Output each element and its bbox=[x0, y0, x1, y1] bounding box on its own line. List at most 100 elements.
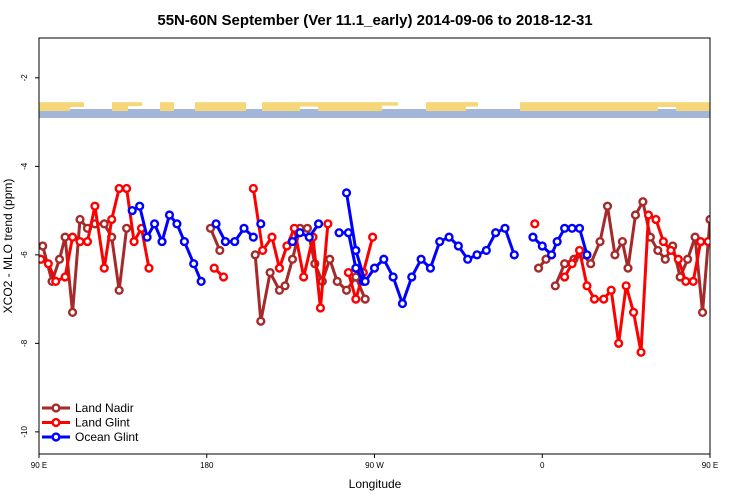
data-point bbox=[304, 232, 314, 242]
land-region bbox=[70, 102, 84, 108]
data-point bbox=[75, 236, 85, 247]
data-point bbox=[614, 338, 624, 348]
data-point bbox=[129, 236, 139, 247]
data-point bbox=[75, 214, 85, 225]
data-point bbox=[567, 223, 577, 233]
data-point bbox=[725, 220, 732, 227]
data-point bbox=[256, 219, 266, 229]
data-point bbox=[60, 232, 70, 242]
data-point bbox=[688, 276, 698, 287]
data-point bbox=[67, 232, 78, 242]
data-point bbox=[172, 219, 182, 229]
series-land-glint bbox=[39, 183, 742, 357]
data-point bbox=[435, 236, 445, 247]
data-point bbox=[582, 281, 592, 291]
data-point bbox=[744, 234, 750, 241]
series-line bbox=[251, 188, 330, 310]
data-point bbox=[638, 197, 648, 207]
data-point bbox=[735, 207, 742, 214]
data-point bbox=[325, 254, 335, 264]
data-point bbox=[712, 238, 719, 245]
series-line bbox=[131, 204, 203, 282]
land-region bbox=[128, 102, 142, 107]
y-axis: -2 -4 -6 -8 -10 bbox=[20, 74, 39, 438]
series-line bbox=[291, 223, 320, 243]
data-point bbox=[617, 236, 627, 247]
data-point bbox=[636, 347, 646, 357]
data-point bbox=[589, 294, 600, 304]
data-point bbox=[481, 245, 491, 256]
data-point bbox=[315, 303, 326, 313]
land-region bbox=[658, 102, 676, 108]
data-point bbox=[463, 254, 473, 264]
data-point bbox=[586, 259, 596, 269]
data-point bbox=[541, 254, 551, 264]
land-region bbox=[262, 102, 300, 112]
data-point bbox=[658, 236, 669, 247]
land-region bbox=[318, 102, 382, 112]
data-point bbox=[60, 272, 70, 282]
data-point bbox=[599, 294, 609, 304]
data-point bbox=[681, 276, 691, 287]
data-point bbox=[343, 267, 354, 278]
data-point bbox=[653, 245, 663, 256]
data-point bbox=[332, 276, 342, 287]
series-line bbox=[738, 206, 750, 264]
land-region bbox=[160, 102, 174, 112]
data-point bbox=[360, 276, 370, 287]
y-tick-label: -4 bbox=[20, 162, 29, 170]
series-ocean-glint bbox=[127, 188, 750, 309]
data-point bbox=[274, 285, 285, 295]
data-point bbox=[218, 272, 229, 282]
data-point bbox=[289, 223, 299, 233]
data-point bbox=[444, 232, 454, 242]
data-point bbox=[500, 223, 510, 233]
data-point bbox=[51, 276, 61, 287]
data-point bbox=[351, 294, 361, 304]
data-point bbox=[114, 285, 124, 295]
plot-frame bbox=[38, 37, 711, 455]
data-point bbox=[425, 263, 436, 273]
data-point bbox=[360, 294, 370, 304]
data-point bbox=[114, 183, 124, 194]
data-point bbox=[369, 263, 380, 273]
data-point bbox=[533, 263, 544, 273]
data-point bbox=[287, 236, 298, 247]
data-point bbox=[248, 232, 258, 242]
data-point bbox=[574, 223, 585, 233]
y-tick-label: -10 bbox=[20, 426, 29, 438]
data-point bbox=[491, 228, 501, 238]
data-point bbox=[256, 316, 266, 326]
x-tick-label: 90 W bbox=[365, 461, 384, 470]
data-point bbox=[149, 219, 160, 229]
land-mask bbox=[39, 102, 710, 112]
data-point bbox=[313, 219, 324, 229]
series-layer bbox=[39, 183, 750, 357]
data-point bbox=[295, 228, 305, 238]
data-point bbox=[628, 307, 639, 317]
x-tick-label: 90 E bbox=[31, 461, 47, 470]
y-tick-label: -6 bbox=[20, 251, 29, 259]
data-point bbox=[250, 250, 260, 260]
data-point bbox=[735, 225, 742, 232]
data-point bbox=[135, 201, 145, 211]
data-point bbox=[388, 272, 398, 282]
data-point bbox=[99, 263, 109, 273]
data-point bbox=[280, 281, 290, 291]
legend-label: Land Glint bbox=[75, 416, 130, 430]
data-point bbox=[351, 263, 361, 273]
data-point bbox=[574, 245, 585, 256]
data-point bbox=[179, 236, 189, 247]
data-point bbox=[189, 259, 199, 269]
data-point bbox=[39, 254, 46, 264]
data-point bbox=[248, 183, 258, 194]
x-tick-label: 0 bbox=[540, 461, 545, 470]
data-point bbox=[560, 259, 570, 269]
data-point bbox=[673, 254, 683, 264]
data-point bbox=[230, 236, 240, 247]
data-point bbox=[164, 210, 175, 220]
data-point bbox=[43, 259, 53, 269]
data-point bbox=[282, 241, 292, 251]
data-point bbox=[351, 245, 361, 256]
